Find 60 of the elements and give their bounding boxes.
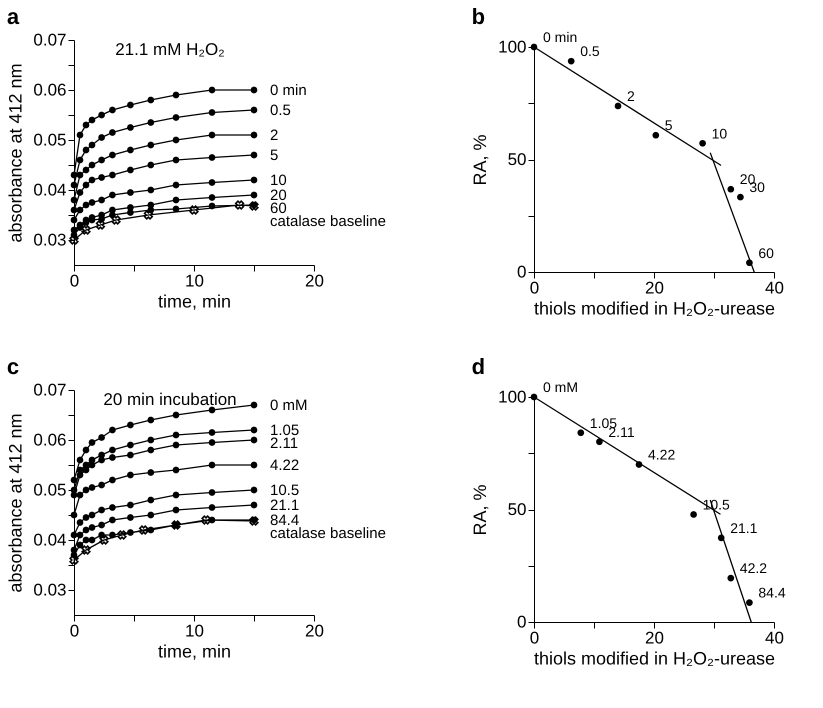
- x-tick-label: 0: [70, 622, 80, 640]
- x-tick-label: 20: [645, 628, 664, 648]
- annotation: 0 min: [543, 29, 578, 45]
- annotation: 60: [758, 244, 774, 261]
- y-tick-label: 50: [508, 500, 526, 519]
- y-tick-label: 100: [498, 388, 526, 406]
- y-tick-label: 50: [508, 150, 526, 169]
- annotation: 84.4: [758, 584, 786, 601]
- y-tick-label: 0.07: [33, 380, 66, 400]
- x-axis-title: thiols modified in H₂O₂-urease: [534, 298, 776, 318]
- y-tick-label: 0.03: [33, 580, 66, 600]
- x-tick-label: 20: [305, 272, 324, 290]
- x-tick-label: 10: [185, 622, 204, 640]
- annotation: 21.1 mM H₂O₂: [115, 40, 225, 59]
- x-tick-label: 40: [765, 628, 784, 648]
- x-axis-title: thiols modified in H₂O₂-urease: [534, 648, 776, 668]
- annotation: 0.5: [580, 43, 600, 60]
- x-tick-label: 0: [70, 272, 80, 290]
- series-label: 0.5: [270, 102, 291, 119]
- chart-title: a: [6, 4, 20, 29]
- y-axis-title: RA, %: [470, 134, 490, 186]
- chart-title: b: [472, 4, 486, 29]
- y-tick-label: 0.04: [33, 530, 66, 550]
- series-label: 0 min: [270, 82, 307, 99]
- annotation: 5: [664, 117, 673, 134]
- y-axis-title: absorbance at 412 nm: [5, 63, 26, 243]
- annotation: 20 min incubation: [103, 390, 237, 409]
- y-tick-label: 0.06: [33, 430, 66, 450]
- annotation: 2: [627, 88, 635, 104]
- x-axis-title: time, min: [158, 292, 232, 312]
- series-label: 5: [270, 147, 278, 164]
- y-axis-title: absorbance at 412 nm: [5, 413, 26, 593]
- series-label: 2: [270, 127, 278, 144]
- y-tick-label: 0.07: [33, 30, 66, 50]
- series-label: 10: [270, 172, 287, 189]
- series-label: 4.22: [270, 457, 300, 474]
- annotation: 42.2: [740, 560, 768, 576]
- y-tick-label: 0.06: [33, 80, 66, 100]
- series-label: 21.1: [270, 497, 300, 514]
- x-tick-label: 20: [645, 278, 664, 298]
- y-tick-label: 0.04: [33, 180, 66, 200]
- y-tick-label: 0.05: [33, 480, 66, 500]
- series-label: 0 mM: [270, 397, 308, 414]
- annotation: 21.1: [730, 520, 758, 536]
- x-tick-label: 10: [185, 272, 204, 290]
- x-tick-label: 0: [530, 628, 540, 648]
- y-axis-title: RA, %: [470, 484, 490, 536]
- y-tick-label: 0.03: [33, 230, 66, 250]
- x-axis-title: time, min: [158, 642, 232, 662]
- x-tick-label: 40: [765, 278, 784, 298]
- x-tick-label: 0: [530, 278, 540, 298]
- annotation: 0 mM: [543, 379, 578, 395]
- x-tick-label: 20: [305, 622, 324, 640]
- annotation: 10: [712, 125, 728, 142]
- y-tick-label: 100: [498, 38, 526, 56]
- series-label: 10.5: [270, 482, 300, 499]
- annotation: 4.22: [648, 446, 676, 462]
- chart-title: c: [6, 354, 20, 379]
- chart-title: d: [472, 354, 486, 379]
- y-tick-label: 0.05: [33, 130, 66, 150]
